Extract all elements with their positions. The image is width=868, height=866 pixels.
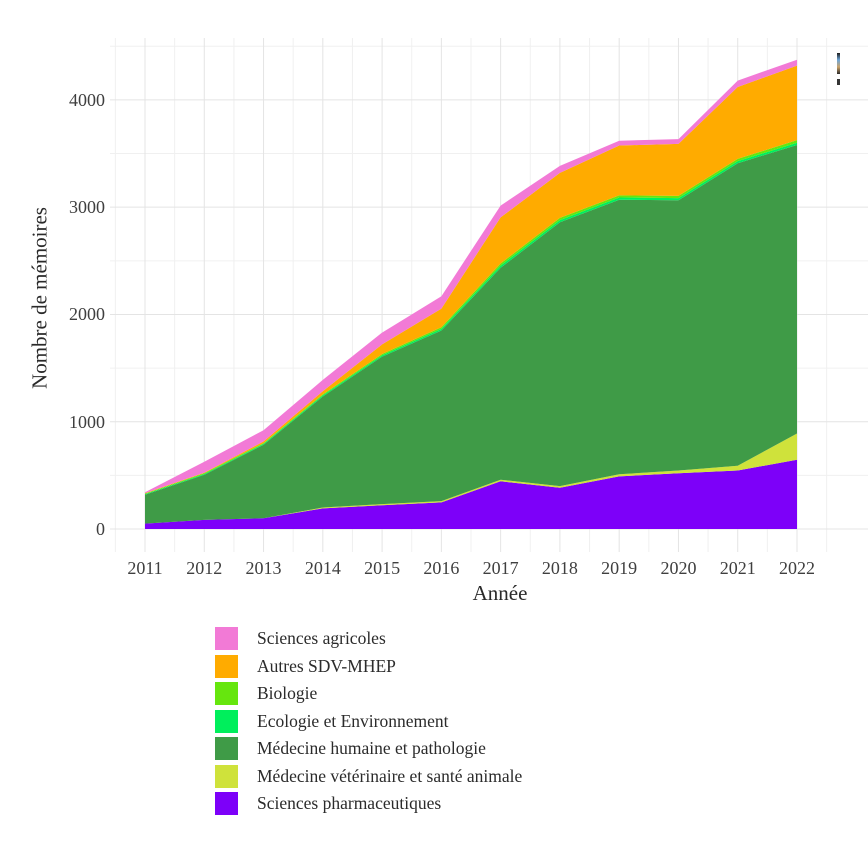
x-tick-label: 2021 bbox=[719, 558, 756, 578]
x-tick-label: 2012 bbox=[186, 558, 223, 578]
area-medecine-humaine-et-pathologie bbox=[145, 145, 797, 524]
x-tick-label: 2013 bbox=[245, 558, 282, 578]
x-tick-label: 2019 bbox=[601, 558, 638, 578]
legend-item: Autres SDV-MHEP bbox=[215, 654, 522, 678]
x-tick-label: 2011 bbox=[127, 558, 163, 578]
x-tick-label: 2014 bbox=[304, 558, 341, 578]
legend-label: Ecologie et Environnement bbox=[257, 710, 449, 731]
x-tick-label: 2022 bbox=[778, 558, 815, 578]
y-axis-title: Nombre de mémoires bbox=[27, 207, 52, 389]
y-tick-label: 4000 bbox=[69, 89, 105, 110]
area-sciences-pharmaceutiques bbox=[145, 459, 797, 529]
clipped-right-edge-text-artifact bbox=[837, 79, 840, 85]
legend-label: Biologie bbox=[257, 683, 318, 703]
area-autres-sdv-mhep bbox=[145, 65, 797, 494]
x-axis-title: Année bbox=[472, 581, 528, 605]
clipped-right-edge-text-artifact bbox=[837, 53, 840, 74]
x-tick-label: 2015 bbox=[364, 558, 401, 578]
legend-swatch bbox=[215, 682, 238, 705]
y-tick-label: 0 bbox=[96, 519, 105, 539]
x-tick-label: 2016 bbox=[423, 558, 460, 578]
stacked-area-plot bbox=[110, 38, 868, 552]
legend-swatch bbox=[215, 792, 238, 815]
legend-swatch bbox=[215, 627, 238, 650]
legend-item: Biologie bbox=[215, 682, 522, 705]
x-tick-label: 2020 bbox=[660, 558, 697, 578]
legend-label: Autres SDV-MHEP bbox=[257, 655, 396, 676]
x-tick-label: 2017 bbox=[482, 558, 519, 578]
legend-item: Médecine vétérinaire et santé animale bbox=[215, 764, 523, 788]
legend-label: Sciences pharmaceutiques bbox=[257, 793, 442, 813]
legend-item: Sciences agricoles bbox=[215, 627, 522, 650]
y-tick-label: 1000 bbox=[69, 411, 105, 432]
y-tick-label: 3000 bbox=[69, 197, 105, 218]
legend: Sciences agricoles Autres SDV-MHEP Biologi… bbox=[215, 627, 522, 820]
legend-item: Ecologie et Environnement bbox=[215, 709, 522, 733]
x-tick-label: 2018 bbox=[541, 558, 578, 578]
legend-swatch bbox=[215, 764, 238, 788]
legend-item: Sciences pharmaceutiques bbox=[215, 792, 522, 815]
legend-label: Médecine vétérinaire et santé animale bbox=[257, 765, 523, 786]
legend-item: Médecine humaine et pathologie bbox=[215, 737, 522, 760]
legend-label: Médecine humaine et pathologie bbox=[257, 738, 486, 758]
legend-swatch bbox=[215, 737, 238, 760]
legend-label: Sciences agricoles bbox=[257, 628, 386, 648]
legend-swatch bbox=[215, 709, 238, 733]
legend-swatch bbox=[215, 654, 238, 678]
y-tick-label: 2000 bbox=[69, 304, 105, 325]
